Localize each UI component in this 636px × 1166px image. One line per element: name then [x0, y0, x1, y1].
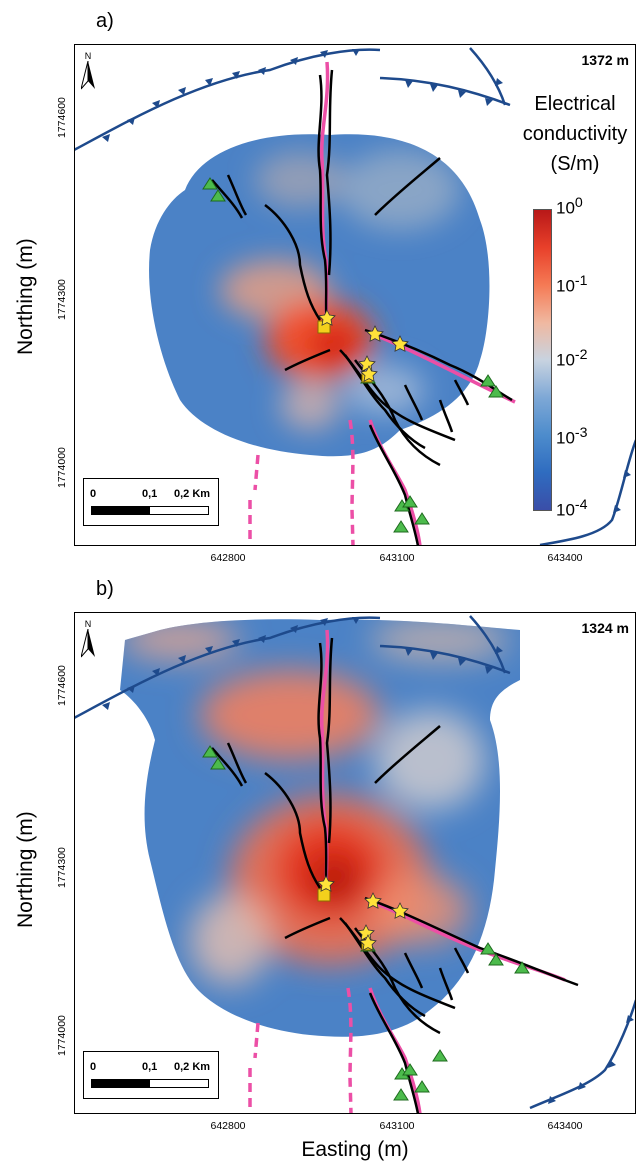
colorbar [533, 209, 552, 511]
x-tick-a-1: 642800 [210, 552, 246, 564]
north-arrow-a: N [80, 51, 95, 93]
colorbar-tick-3: 10-3 [556, 425, 588, 449]
y-tick-a-2: 1774300 [56, 279, 68, 320]
pink-dashed-b [247, 987, 353, 1113]
colorbar-tick-1-exp: -1 [574, 273, 588, 289]
stars-b [316, 874, 409, 951]
map-svg-a [75, 46, 635, 545]
scale-bar-black-a [91, 506, 151, 515]
legend-title: Electrical conductivity (S/m) [495, 89, 635, 179]
panel-a-label: a) [96, 10, 114, 32]
x-tick-b-3: 643400 [547, 1120, 583, 1132]
fault-lines-a [75, 46, 635, 545]
x-tick-b-1: 642800 [210, 1120, 246, 1132]
legend-title-line-3: (S/m) [550, 153, 600, 175]
north-arrow-icon-b [80, 628, 95, 658]
scale-bar-black-b [91, 1079, 151, 1088]
scale-label-b-0: 0 [90, 1061, 97, 1073]
y-axis-label-a: Northing (m) [14, 238, 37, 355]
black-structures-b [210, 637, 578, 1113]
fault-teeth-a [101, 48, 631, 513]
colorbar-tick-4-exp: -4 [574, 497, 588, 513]
y-axis-label-b: Northing (m) [14, 811, 37, 928]
colorbar-tick-0-exp: 0 [574, 195, 583, 211]
y-tick-b-1: 1774600 [56, 665, 68, 706]
scale-label-a-0: 0 [90, 488, 97, 500]
scale-bar-a: 0 0,1 0,2 Km [83, 478, 219, 526]
panel-b-label: b) [96, 578, 114, 600]
scale-label-a-2: 0,2 Km [174, 488, 211, 500]
x-axis-label: Easting (m) [301, 1138, 409, 1161]
colorbar-tick-3-exp: -3 [574, 425, 588, 441]
depth-label-a: 1372 m [581, 52, 629, 68]
conductivity-anomaly-a-6 [339, 149, 460, 230]
x-tick-b-2: 643100 [379, 1120, 415, 1132]
fault-teeth-b [101, 616, 634, 1104]
north-arrow-icon-a [80, 60, 95, 90]
colorbar-tick-2-exp: -2 [574, 347, 588, 363]
colorbar-tick-3-base: 10 [556, 428, 575, 448]
scale-label-b-2: 0,2 Km [174, 1061, 211, 1073]
stars-a [317, 308, 409, 382]
map-panel-a: 1372 m N 0 0,1 0,2 Km Electrical conduct… [74, 44, 636, 546]
colorbar-tick-1-base: 10 [556, 276, 575, 296]
conductivity-anomaly-a-3 [279, 379, 340, 430]
conductivity-anomaly-b-5 [189, 894, 270, 985]
y-tick-b-3: 1774000 [56, 1015, 68, 1056]
conductivity-anomaly-a-2 [309, 324, 360, 365]
colorbar-tick-1: 10-1 [556, 273, 588, 297]
north-arrow-b: N [80, 619, 95, 661]
colorbar-tick-0-base: 10 [556, 198, 575, 218]
conductivity-anomaly-b-0 [199, 669, 380, 760]
conductivity-anomaly-a-5 [254, 151, 345, 208]
colorbar-tick-4: 10-4 [556, 497, 588, 521]
conductivity-anomaly-b-8 [369, 618, 510, 662]
x-tick-a-3: 643400 [547, 552, 583, 564]
fault-lines-b [75, 614, 635, 1109]
conductivity-anomaly-b-6 [374, 709, 485, 810]
colorbar-tick-4-base: 10 [556, 500, 575, 520]
scale-bar-white-a [149, 506, 209, 515]
colorbar-tick-2-base: 10 [556, 350, 575, 370]
legend-title-line-1: Electrical [534, 93, 616, 115]
colorbar-tick-0: 100 [556, 195, 583, 219]
scale-label-b-1: 0,1 [142, 1061, 158, 1073]
colorbar-tick-2: 10-2 [556, 347, 588, 371]
north-label-a: N [84, 51, 92, 61]
map-svg-b [75, 614, 635, 1113]
y-tick-b-2: 1774300 [56, 847, 68, 888]
conductivity-anomaly-b-7 [119, 619, 240, 660]
y-tick-a-3: 1774000 [56, 447, 68, 488]
pink-dashed-a [247, 419, 355, 545]
y-tick-a-1: 1774600 [56, 97, 68, 138]
legend-title-line-2: conductivity [522, 123, 628, 145]
map-panel-b: 1324 m N 0 0,1 0,2 Km [74, 612, 636, 1114]
scale-bar-b: 0 0,1 0,2 Km [83, 1051, 219, 1099]
x-tick-a-2: 643100 [379, 552, 415, 564]
scale-bar-white-b [149, 1079, 209, 1088]
scale-label-a-1: 0,1 [142, 488, 158, 500]
north-label-b: N [84, 619, 92, 629]
conductivity-anomaly-b-4 [369, 874, 470, 945]
depth-label-b: 1324 m [581, 620, 629, 636]
